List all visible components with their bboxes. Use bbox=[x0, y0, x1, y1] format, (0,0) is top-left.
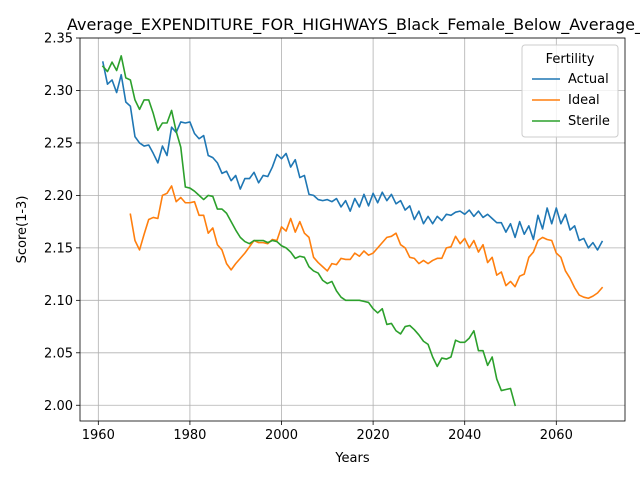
series-line-ideal bbox=[129, 185, 604, 300]
x-axis-title: Years bbox=[334, 451, 370, 466]
x-axis: 1960 1980 2000 2020 2040 2060 bbox=[82, 421, 573, 443]
y-axis-title: Score(1-3) bbox=[15, 196, 30, 264]
legend-label-sterile: Sterile bbox=[568, 114, 610, 129]
legend-items: Actual Ideal Sterile bbox=[532, 72, 610, 129]
x-tick-label: 1960 bbox=[82, 428, 115, 443]
legend-title: Fertility bbox=[546, 52, 595, 67]
y-tick-label: 2.05 bbox=[44, 346, 73, 361]
chart-title: Average_EXPENDITURE_FOR_HIGHWAYS_Black_F… bbox=[67, 15, 640, 35]
legend-label-actual: Actual bbox=[568, 72, 609, 87]
y-tick-label: 2.20 bbox=[44, 189, 73, 204]
y-tick-label: 2.30 bbox=[44, 84, 73, 99]
x-tick-label: 2020 bbox=[357, 428, 390, 443]
y-tick-label: 2.10 bbox=[44, 294, 73, 309]
series-layer bbox=[101, 55, 604, 407]
x-tick-label: 2000 bbox=[265, 428, 298, 443]
y-tick-label: 2.35 bbox=[44, 32, 73, 47]
y-axis: 2.00 2.05 2.10 2.15 2.20 2.25 2.30 2.35 bbox=[44, 32, 80, 414]
x-tick-label: 2040 bbox=[448, 428, 481, 443]
series-line-sterile bbox=[101, 55, 517, 407]
legend: Fertility Actual Ideal Sterile bbox=[521, 44, 619, 138]
y-tick-label: 2.25 bbox=[44, 136, 73, 151]
y-tick-label: 2.00 bbox=[44, 399, 73, 414]
series-line-actual bbox=[101, 61, 604, 251]
plot-frame bbox=[79, 37, 626, 422]
x-tick-label: 1980 bbox=[173, 428, 206, 443]
legend-box bbox=[521, 44, 619, 138]
legend-label-ideal: Ideal bbox=[568, 93, 600, 108]
y-tick-label: 2.15 bbox=[44, 241, 73, 256]
x-tick-label: 2060 bbox=[540, 428, 573, 443]
